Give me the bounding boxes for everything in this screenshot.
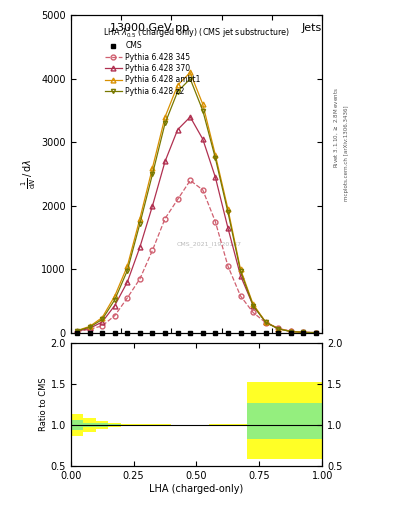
Text: LHA $\lambda^{1}_{0.5}$ (charged only) (CMS jet substructure): LHA $\lambda^{1}_{0.5}$ (charged only) (… — [103, 25, 290, 40]
X-axis label: LHA (charged-only): LHA (charged-only) — [149, 483, 244, 494]
Text: Jets: Jets — [302, 23, 322, 33]
Y-axis label: $\frac{1}{\mathrm{d}N}\,/\,\mathrm{d}\lambda$: $\frac{1}{\mathrm{d}N}\,/\,\mathrm{d}\la… — [20, 159, 39, 189]
Text: Rivet 3.1.10, $\geq$ 2.8M events: Rivet 3.1.10, $\geq$ 2.8M events — [332, 88, 340, 168]
Text: 13000 GeV pp: 13000 GeV pp — [110, 23, 189, 33]
Text: mcplots.cern.ch [arXiv:1306.3436]: mcplots.cern.ch [arXiv:1306.3436] — [344, 106, 349, 201]
Legend: CMS, Pythia 6.428 345, Pythia 6.428 370, Pythia 6.428 ambt1, Pythia 6.428 z2: CMS, Pythia 6.428 345, Pythia 6.428 370,… — [105, 41, 201, 96]
Y-axis label: Ratio to CMS: Ratio to CMS — [39, 378, 48, 431]
Text: CMS_2021_I1920187: CMS_2021_I1920187 — [176, 241, 242, 247]
